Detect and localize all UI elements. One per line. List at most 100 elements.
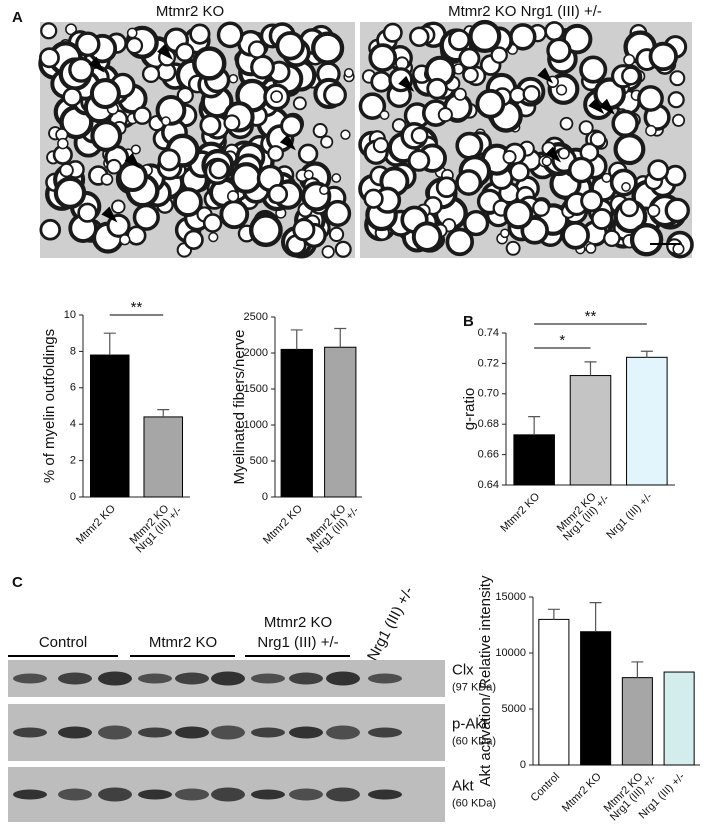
axon xyxy=(370,70,393,93)
axon xyxy=(458,47,481,70)
arrowhead xyxy=(398,75,415,92)
axon xyxy=(248,213,283,248)
arrowhead xyxy=(279,134,296,151)
y-tick-label: 500 xyxy=(250,455,268,467)
axon xyxy=(321,245,335,259)
band xyxy=(368,673,402,684)
arrowhead xyxy=(588,97,605,114)
arrowhead xyxy=(598,98,615,115)
micrograph-label: Mtmr2 KO xyxy=(156,3,224,20)
y-tick-label: 0 xyxy=(70,491,76,503)
bar xyxy=(513,434,555,486)
axon xyxy=(130,144,141,155)
band xyxy=(289,788,323,801)
band xyxy=(58,726,92,739)
axon xyxy=(141,64,161,84)
axon xyxy=(509,161,530,182)
y-axis-label: g-ratio xyxy=(461,388,478,431)
axon xyxy=(468,19,502,53)
axon xyxy=(175,42,195,62)
band xyxy=(13,789,47,800)
axon xyxy=(541,156,552,167)
axon xyxy=(589,131,607,148)
band xyxy=(98,787,132,802)
axon xyxy=(106,213,131,238)
axon xyxy=(320,135,334,149)
axon xyxy=(39,218,62,241)
axon xyxy=(411,221,443,252)
axon xyxy=(75,31,101,57)
axon xyxy=(189,23,211,45)
axon xyxy=(410,126,429,145)
axon xyxy=(435,176,458,199)
axon xyxy=(219,199,250,230)
x-tick-label: Mtmr2 KO xyxy=(74,502,118,546)
arrowhead xyxy=(88,56,105,73)
y-tick-label: 6 xyxy=(70,382,76,394)
y-tick-label: 1000 xyxy=(244,419,268,431)
band xyxy=(326,787,360,802)
axon xyxy=(590,207,613,230)
axon xyxy=(437,107,453,123)
axon xyxy=(199,114,222,137)
axon xyxy=(621,66,641,86)
axon xyxy=(292,218,316,242)
bar xyxy=(569,375,612,486)
axon xyxy=(555,84,568,96)
bar xyxy=(324,346,357,498)
axon xyxy=(38,47,60,69)
band xyxy=(289,726,323,739)
axon xyxy=(619,197,640,218)
panel-label: B xyxy=(463,313,474,330)
x-tick-label: Mtmr2 KO xyxy=(560,770,604,814)
axon xyxy=(544,21,565,42)
axon xyxy=(579,55,608,84)
axon xyxy=(270,90,283,103)
axon xyxy=(62,87,83,107)
axon xyxy=(106,158,122,175)
significance-label: ** xyxy=(585,308,597,325)
band xyxy=(175,726,209,739)
axon xyxy=(448,28,471,52)
bar xyxy=(663,671,695,766)
axon xyxy=(90,120,123,152)
band xyxy=(138,727,172,738)
axon xyxy=(319,185,330,196)
axon xyxy=(328,226,345,242)
y-tick-label: 0.66 xyxy=(478,449,499,461)
error-bar xyxy=(584,361,597,376)
axon xyxy=(119,234,131,246)
band xyxy=(326,725,360,740)
axon xyxy=(580,189,604,213)
axon xyxy=(621,182,631,192)
axon xyxy=(453,87,467,101)
axon xyxy=(407,149,431,172)
axon xyxy=(228,73,239,84)
y-tick-label: 10 xyxy=(64,309,76,321)
axon xyxy=(223,114,241,132)
arrowhead xyxy=(157,43,174,60)
band xyxy=(326,671,360,686)
axon xyxy=(227,190,240,203)
axon xyxy=(455,131,484,160)
y-tick-label: 0.70 xyxy=(478,388,499,400)
axon xyxy=(57,137,69,150)
band xyxy=(289,672,323,685)
axon xyxy=(323,82,347,107)
y-tick-label: 2000 xyxy=(244,347,268,359)
x-tick-label: Control xyxy=(528,771,562,805)
band xyxy=(175,672,209,685)
axon xyxy=(250,54,275,80)
western-blot: Control Mtmr2 KO Mtmr2 KO Nrg1 (III) +/- Nrg… xyxy=(8,584,496,822)
axon xyxy=(230,162,263,194)
axon xyxy=(311,31,345,65)
axon xyxy=(379,110,390,120)
axon xyxy=(297,143,319,165)
axon xyxy=(53,176,87,210)
axon xyxy=(292,96,307,111)
axon xyxy=(546,37,572,64)
y-tick-label: 0.72 xyxy=(478,357,499,369)
error-bar xyxy=(528,416,541,435)
axon xyxy=(667,91,685,109)
error-bar xyxy=(631,661,644,678)
